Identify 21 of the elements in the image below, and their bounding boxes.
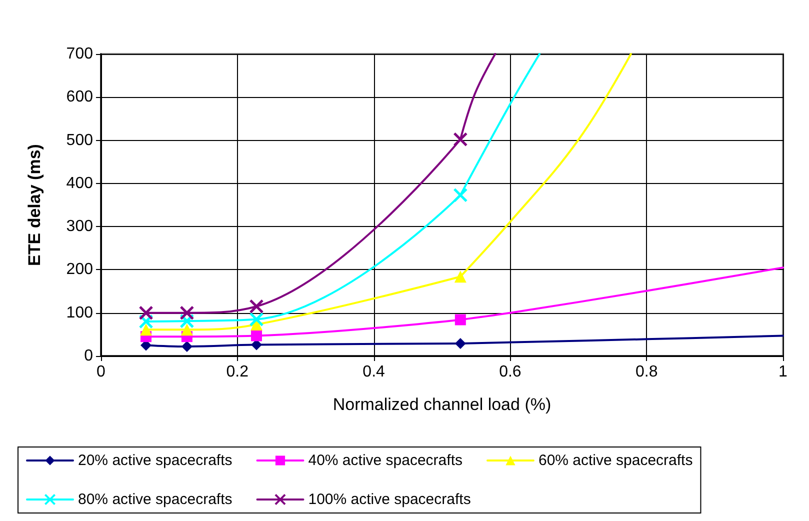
y-axis-title: ETE delay (ms): [25, 144, 44, 266]
x-tick-label: 0.4: [362, 364, 386, 380]
y-tick-label: 400: [66, 174, 94, 192]
legend-label: 100% active spacecrafts: [308, 491, 471, 508]
legend-label: 20% active spacecrafts: [78, 452, 232, 469]
legend-label: 60% active spacecrafts: [538, 452, 693, 469]
y-tick-label: 700: [66, 46, 94, 62]
y-tick-label: 200: [66, 261, 94, 278]
y-tick-label: 0: [84, 348, 94, 364]
x-tick-label: 1: [778, 364, 788, 380]
x-tick-label: 0.6: [499, 364, 522, 380]
x-tick-label: 0.2: [226, 364, 249, 380]
legend-label: 40% active spacecrafts: [308, 452, 462, 469]
y-tick-label: 500: [66, 132, 94, 149]
y-tick-label: 600: [66, 88, 94, 106]
legend-label: 80% active spacecrafts: [78, 491, 232, 508]
y-tick-label: 300: [66, 218, 94, 236]
y-tick-label: 100: [66, 304, 94, 322]
x-tick-label: 0.8: [635, 364, 658, 380]
x-tick-label: 0: [96, 364, 106, 380]
x-axis-title: Normalized channel load (%): [332, 395, 552, 414]
